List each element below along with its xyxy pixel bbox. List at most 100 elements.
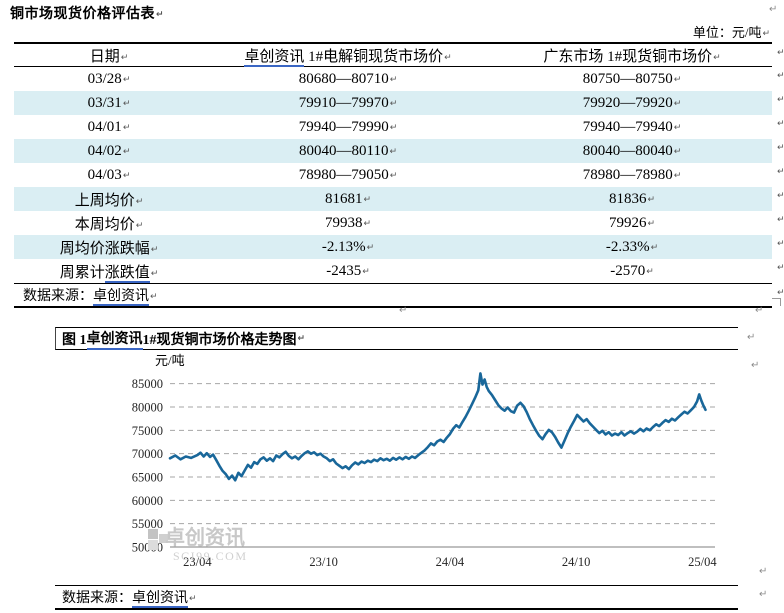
paragraph-mark: ↵ xyxy=(650,242,659,253)
text-run: 81681 xyxy=(324,190,363,207)
table-cell-label: 周均价涨跌幅↵ xyxy=(14,237,204,258)
figure-source-row: 数据来源：卓创资讯↵ xyxy=(55,585,738,610)
row-end-mark: ↵ xyxy=(777,48,784,58)
table-cell-label: 上周均价↵ xyxy=(14,189,204,210)
table-cell-value: 80680—80710↵ xyxy=(204,71,492,88)
text-run: 本周均价 xyxy=(74,216,135,233)
table-cell-value: 卓创资讯 1#电解铜现货市场价↵ xyxy=(204,45,492,67)
row-end-mark: ↵ xyxy=(777,288,784,298)
paragraph-mark: ↵ xyxy=(647,218,656,229)
table-cell-value: 81681↵ xyxy=(204,191,492,208)
hyperlink-text[interactable]: 卓创资讯 xyxy=(132,591,188,608)
table-cell-value: -2435↵ xyxy=(204,263,492,280)
paragraph-mark: ↵ xyxy=(156,10,165,20)
text-run: 周均价涨跌幅 xyxy=(59,240,150,257)
table-row: 03/31↵ 79910—79970↵ 79920—79920↵ ↵ xyxy=(14,91,784,115)
paragraph-mark: ↵ xyxy=(673,74,682,85)
paragraph-mark: ↵ xyxy=(122,122,131,133)
table-row: 04/01↵ 79940—79990↵ 79940—79940↵ ↵ xyxy=(14,115,784,139)
paragraph-mark: ↵ xyxy=(363,218,372,229)
unit-label: 单位：元/吨↵ xyxy=(693,22,770,41)
text-run: 78980—78980 xyxy=(582,166,673,183)
table-cell-value: 79926↵ xyxy=(492,215,772,232)
table-row: 上周均价↵ 81681↵ 81836↵ ↵ xyxy=(14,187,784,211)
row-end-mark: ↵ xyxy=(777,95,784,105)
watermark-cn-text: 卓创资讯 xyxy=(165,525,245,549)
hyperlink-text[interactable]: 卓创资讯 xyxy=(93,289,149,306)
y-tick-label: 65000 xyxy=(132,471,163,485)
paragraph-mark: ↵ xyxy=(150,268,159,279)
paragraph-mark: ↵ xyxy=(399,305,408,316)
y-tick-label: 60000 xyxy=(132,494,163,508)
paragraph-mark: ↵ xyxy=(646,266,654,277)
y-tick-label: 50000 xyxy=(132,541,163,555)
text-run: 80040—80040 xyxy=(582,142,673,159)
table-cell-value: 78980—79050↵ xyxy=(204,167,492,184)
table-row: 日期↵ 卓创资讯 1#电解铜现货市场价↵ 广东市场 1#现货铜市场价↵ ↵ xyxy=(14,44,784,67)
hyperlink-text[interactable]: 涨跌值 xyxy=(104,264,150,283)
table-cell-value: 78980—78980↵ xyxy=(492,167,772,184)
table-cell-label: 04/01↵ xyxy=(14,119,204,136)
text-run: 80040—80110 xyxy=(299,142,389,159)
paragraph-mark: ↵ xyxy=(189,594,197,604)
unit-label-text: 单位：元/吨 xyxy=(692,25,762,40)
paragraph-mark: ↵ xyxy=(444,52,452,63)
y-tick-label: 55000 xyxy=(132,517,163,531)
paragraph-mark: ↵ xyxy=(673,170,682,181)
trend-chart-svg: 元/吨 50000 55000 60000 65000 70000 75000 80000 85… xyxy=(132,353,718,569)
paragraph-mark: ↵ xyxy=(647,194,656,205)
text-run: -2.33% xyxy=(605,238,650,255)
x-tick-label: 25/04 xyxy=(688,555,717,569)
y-tick-label: 75000 xyxy=(132,424,163,438)
paragraph-mark: ↵ xyxy=(150,244,159,255)
paragraph-mark: ↵ xyxy=(759,566,768,577)
text-run: 04/03 xyxy=(87,166,122,183)
paragraph-mark: ↵ xyxy=(122,170,131,181)
hyperlink-text[interactable]: 卓创资讯 xyxy=(244,48,305,67)
page-title-text: 铜市场现货价格评估表 xyxy=(10,7,155,22)
price-line-series xyxy=(168,372,707,482)
x-tick-label: 24/04 xyxy=(436,555,465,569)
x-tick-label: 23/04 xyxy=(183,555,212,569)
text-run: 1#电解铜现货市场价 xyxy=(304,48,444,65)
paragraph-mark: ↵ xyxy=(366,242,375,253)
watermark-logo-square xyxy=(159,534,168,543)
paragraph-mark: ↵ xyxy=(673,98,682,109)
row-end-mark: ↵ xyxy=(777,143,784,153)
table-cell-value: 80040—80040↵ xyxy=(492,143,772,160)
table-row: 周累计涨跌值↵ -2435↵ -2570↵ ↵ xyxy=(14,259,784,283)
text-run: 79920—79920 xyxy=(582,94,673,111)
paragraph-mark: ↵ xyxy=(389,98,398,109)
paragraph-mark: ↵ xyxy=(389,170,398,181)
text-run: 03/28 xyxy=(87,70,122,87)
text-run: 78980—79050 xyxy=(298,166,389,183)
paragraph-mark: ↵ xyxy=(363,194,372,205)
row-end-mark: ↵ xyxy=(777,215,784,225)
hyperlink-text[interactable]: 卓创资讯 xyxy=(86,328,143,350)
paragraph-mark: ↵ xyxy=(759,589,768,600)
paragraph-mark: ↵ xyxy=(389,74,398,85)
paragraph-mark: ↵ xyxy=(135,220,144,231)
paragraph-mark: ↵ xyxy=(122,98,131,109)
text-run: -2.13% xyxy=(321,238,366,255)
text-run: 广东市场 1#现货铜市场价 xyxy=(543,48,713,65)
text-run: 79926 xyxy=(608,214,647,231)
table-row: 周均价涨跌幅↵ -2.13%↵ -2.33%↵ ↵ xyxy=(14,235,784,259)
text-run: 图 1 xyxy=(62,332,87,348)
text-run: 79940—79940 xyxy=(582,118,673,135)
table-cell-value: -2.33%↵ xyxy=(492,239,772,256)
paragraph-mark: ↵ xyxy=(713,52,721,63)
table-cell-value: 81836↵ xyxy=(492,191,772,208)
table-cell-value: 79938↵ xyxy=(204,215,492,232)
y-tick-label: 85000 xyxy=(132,377,163,391)
x-tick-label: 23/10 xyxy=(309,555,337,569)
price-table: 日期↵ 卓创资讯 1#电解铜现货市场价↵ 广东市场 1#现货铜市场价↵ ↵ 03/28↵… xyxy=(14,42,784,308)
paragraph-mark: ↵ xyxy=(150,292,158,302)
y-tick-label: 70000 xyxy=(132,447,163,461)
watermark-en-text: SCI99.COM xyxy=(173,549,248,563)
table-cell-label: 03/31↵ xyxy=(14,95,204,112)
data-source-text: 数据来源：卓创资讯↵ xyxy=(55,587,197,608)
table-cell-value: 79940—79940↵ xyxy=(492,119,772,136)
table-cell-value: 80750—80750↵ xyxy=(492,71,772,88)
text-run: 81836 xyxy=(608,190,647,207)
